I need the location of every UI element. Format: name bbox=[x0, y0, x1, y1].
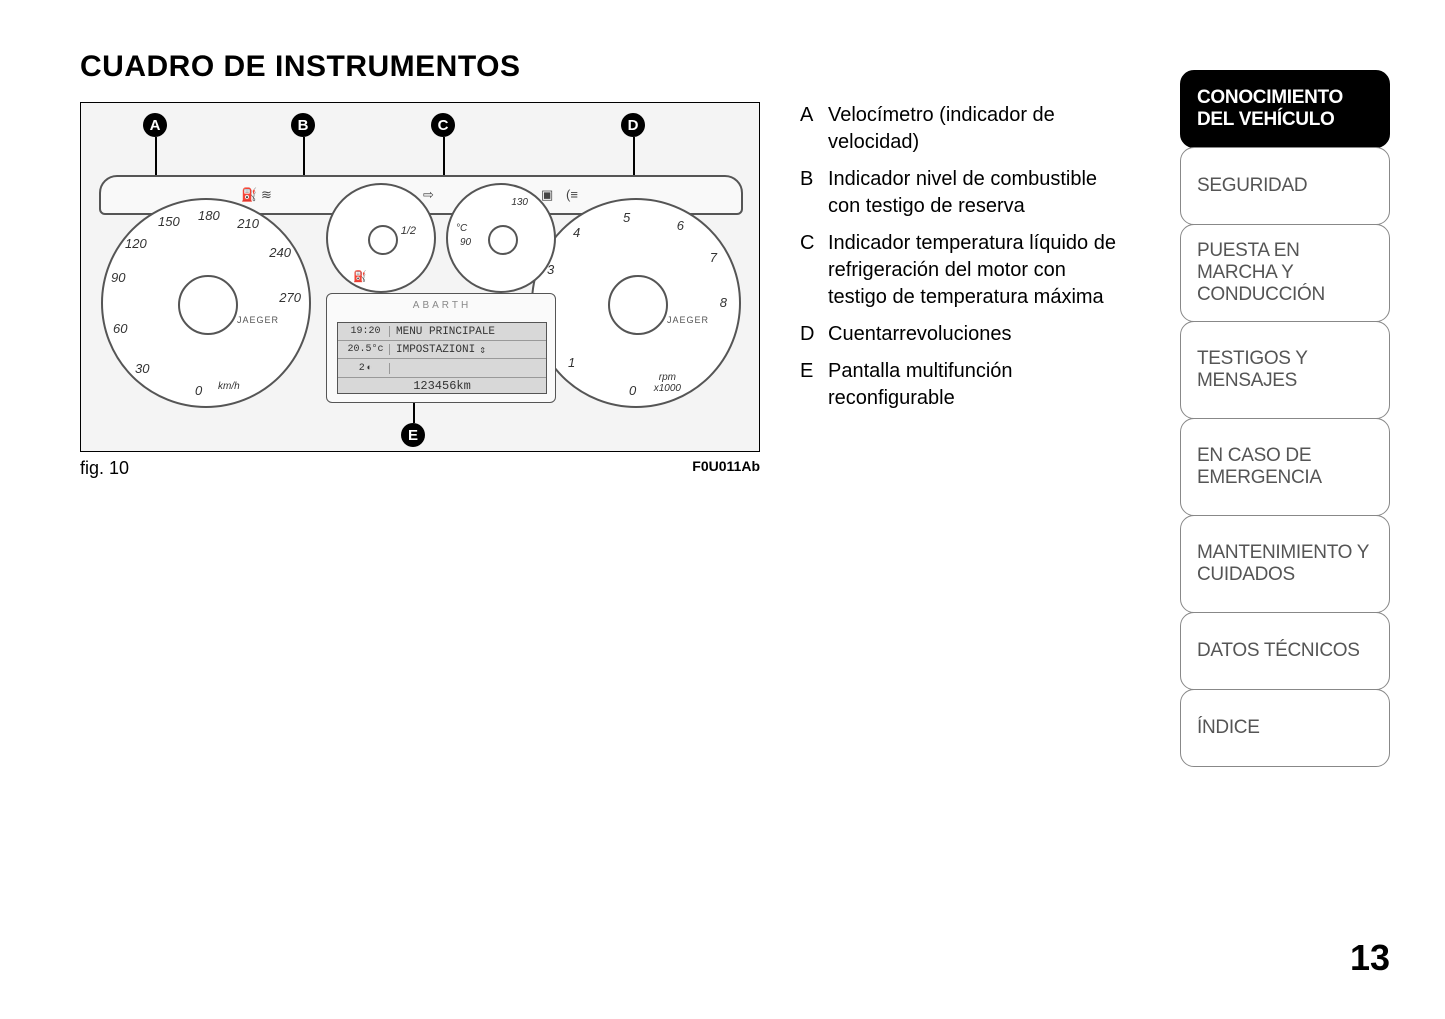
tab-puesta-en-marcha[interactable]: PUESTA EN MARCHA Y CONDUCCIÓN bbox=[1180, 224, 1390, 322]
speedo-tick: 150 bbox=[158, 214, 180, 229]
speedo-unit: km/h bbox=[218, 381, 240, 392]
figure-block: A B C D E ⛽ ≋ ⇦ ⇨ ▣ (≡ bbox=[80, 102, 760, 479]
speedometer: 0 30 60 90 120 150 180 210 240 270 km/h … bbox=[101, 198, 311, 408]
legend-text: Pantalla multifunción reconfigurable bbox=[828, 358, 1120, 412]
tab-datos-tecnicos[interactable]: DATOS TÉCNICOS bbox=[1180, 612, 1390, 690]
tab-mantenimiento[interactable]: MANTENIMIENTO Y CUIDADOS bbox=[1180, 515, 1390, 613]
temp-high: 130 bbox=[511, 197, 528, 208]
figure-code: F0U011Ab bbox=[692, 458, 760, 479]
tab-conocimiento[interactable]: CONOCIMIENTO DEL VEHÍCULO bbox=[1180, 70, 1390, 148]
speedo-brand: JAEGER bbox=[237, 315, 279, 325]
fuel-gauge: 1/2 ⛽ bbox=[326, 183, 436, 293]
fuel-pump-icon: ⛽ bbox=[353, 270, 367, 283]
tach-tick: 1 bbox=[568, 355, 575, 370]
screen-time: 19:20 bbox=[342, 326, 390, 337]
screen-odometer: 123456km bbox=[338, 377, 546, 395]
tach-tick: 7 bbox=[710, 250, 717, 265]
fuel-mark: 1/2 bbox=[401, 225, 416, 237]
speedo-hub bbox=[178, 275, 238, 335]
tach-hub bbox=[608, 275, 668, 335]
screen-temp: 20.5°c bbox=[342, 344, 390, 355]
callout-a-badge: A bbox=[143, 113, 167, 137]
speedo-tick: 240 bbox=[269, 245, 291, 260]
figure-frame: A B C D E ⛽ ≋ ⇦ ⇨ ▣ (≡ bbox=[80, 102, 760, 452]
legend-item-e: E Pantalla multifunción reconfigurable bbox=[800, 358, 1120, 412]
tab-seguridad[interactable]: SEGURIDAD bbox=[1180, 147, 1390, 225]
multifunction-screen: 19:20 MENU PRINCIPALE 20.5°c IMPOSTAZION… bbox=[337, 322, 547, 394]
updown-icon: ⇕ bbox=[479, 343, 486, 357]
legend-key: B bbox=[800, 166, 828, 220]
legend-item-c: C Indicador temperatura líquido de refri… bbox=[800, 230, 1120, 311]
callout-e-badge: E bbox=[401, 423, 425, 447]
fuel-hub bbox=[368, 225, 398, 255]
legend-text: Velocímetro (indicador de velocidad) bbox=[828, 102, 1120, 156]
legend-item-b: B Indicador nivel de combustible con tes… bbox=[800, 166, 1120, 220]
page-number: 13 bbox=[1350, 937, 1390, 979]
screen-menu-item: IMPOSTAZIONI bbox=[396, 344, 475, 356]
brand-logo: ABARTH bbox=[337, 300, 547, 311]
legend-item-a: A Velocímetro (indicador de velocidad) bbox=[800, 102, 1120, 156]
tab-emergencia[interactable]: EN CASO DE EMERGENCIA bbox=[1180, 418, 1390, 516]
legend-list: A Velocímetro (indicador de velocidad) B… bbox=[800, 102, 1120, 422]
speedo-tick: 30 bbox=[135, 361, 149, 376]
temp-gauge: °C 90 130 bbox=[446, 183, 556, 293]
tach-tick: 4 bbox=[573, 225, 580, 240]
speedo-tick: 0 bbox=[195, 383, 202, 398]
temp-low: 90 bbox=[460, 237, 471, 248]
legend-key: C bbox=[800, 230, 828, 311]
tab-indice[interactable]: ÍNDICE bbox=[1180, 689, 1390, 767]
temp-unit: °C bbox=[456, 223, 467, 234]
speedo-tick: 60 bbox=[113, 321, 127, 336]
legend-key: A bbox=[800, 102, 828, 156]
legend-key: D bbox=[800, 321, 828, 348]
tach-tick: 8 bbox=[720, 295, 727, 310]
callout-b-badge: B bbox=[291, 113, 315, 137]
tach-tick: 6 bbox=[677, 218, 684, 233]
legend-text: Indicador temperatura líquido de refrige… bbox=[828, 230, 1120, 311]
callout-c-badge: C bbox=[431, 113, 455, 137]
tach-unit: rpm x1000 bbox=[654, 372, 681, 394]
tach-tick: 0 bbox=[629, 383, 636, 398]
speedo-tick: 120 bbox=[125, 236, 147, 251]
speedo-tick: 210 bbox=[237, 216, 259, 231]
tachometer: 0 1 2 3 4 5 6 7 8 rpm x1000 JAEGER bbox=[531, 198, 741, 408]
legend-text: Cuentarrevoluciones bbox=[828, 321, 1011, 348]
legend-key: E bbox=[800, 358, 828, 412]
speedo-tick: 90 bbox=[111, 270, 125, 285]
legend-item-d: D Cuentarrevoluciones bbox=[800, 321, 1120, 348]
door-icon: ◐ bbox=[367, 363, 372, 373]
instrument-cluster: 0 30 60 90 120 150 180 210 240 270 km/h … bbox=[101, 183, 741, 423]
tab-testigos[interactable]: TESTIGOS Y MENSAJES bbox=[1180, 321, 1390, 419]
screen-menu-title: MENU PRINCIPALE bbox=[390, 326, 495, 338]
legend-text: Indicador nivel de combustible con testi… bbox=[828, 166, 1120, 220]
section-tabs: CONOCIMIENTO DEL VEHÍCULO SEGURIDAD PUES… bbox=[1180, 70, 1390, 766]
screen-gear: 2 bbox=[359, 363, 365, 374]
tach-brand: JAEGER bbox=[667, 315, 709, 325]
center-panel: ABARTH 19:20 MENU PRINCIPALE 20.5°c IMPO… bbox=[326, 293, 556, 403]
callout-d-badge: D bbox=[621, 113, 645, 137]
tach-tick: 5 bbox=[623, 210, 630, 225]
temp-hub bbox=[488, 225, 518, 255]
speedo-tick: 180 bbox=[198, 208, 220, 223]
speedo-tick: 270 bbox=[279, 290, 301, 305]
figure-label: fig. 10 bbox=[80, 458, 129, 479]
manual-page: CUADRO DE INSTRUMENTOS A B C D E ⛽ ≋ ⇦ bbox=[0, 0, 1445, 1019]
figure-caption: fig. 10 F0U011Ab bbox=[80, 458, 760, 479]
